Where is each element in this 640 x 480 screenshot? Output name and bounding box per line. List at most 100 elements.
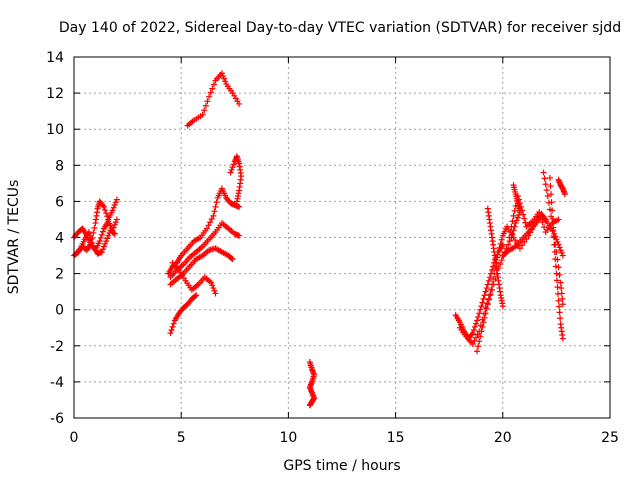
data-point — [489, 281, 496, 288]
data-point — [227, 169, 234, 176]
x-tick-label: 5 — [177, 430, 186, 446]
data-point — [557, 247, 564, 254]
data-point — [511, 207, 518, 214]
x-tick-label: 20 — [494, 430, 512, 446]
data-point — [539, 219, 546, 226]
series-arc-16 — [484, 205, 506, 310]
y-tick-label: -4 — [50, 375, 64, 391]
data-point — [552, 263, 559, 270]
data-point — [236, 100, 243, 107]
data-point — [485, 296, 492, 303]
data-point — [192, 293, 199, 300]
data-point — [486, 292, 493, 299]
y-tick-label: 6 — [55, 194, 64, 210]
data-point — [552, 256, 559, 263]
data-point — [486, 274, 493, 281]
data-point — [490, 276, 497, 283]
data-point — [473, 334, 479, 341]
data-point — [210, 212, 217, 219]
data-point — [110, 224, 117, 231]
data-point — [522, 219, 529, 226]
y-tick-label: 0 — [55, 303, 64, 319]
data-point — [112, 219, 119, 226]
data-point — [470, 327, 477, 334]
data-point — [549, 215, 556, 222]
data-point — [168, 327, 175, 334]
data-point — [540, 169, 547, 176]
data-point — [543, 187, 550, 194]
data-point — [499, 303, 506, 310]
y-axis-label: SDTVAR / TECUs — [6, 180, 22, 295]
series-arc-20 — [546, 174, 566, 342]
data-point — [210, 285, 217, 292]
y-tick-label: 4 — [55, 231, 64, 247]
series-arc-7 — [227, 153, 245, 205]
data-point — [476, 338, 483, 345]
data-point — [479, 323, 486, 330]
data-point — [101, 203, 108, 210]
data-point — [481, 292, 488, 299]
y-tick-label: 2 — [55, 267, 64, 283]
data-point — [167, 330, 174, 337]
data-point — [468, 331, 475, 338]
data-point — [193, 292, 200, 299]
data-point — [111, 221, 118, 228]
data-point — [482, 310, 489, 317]
data-point — [90, 229, 97, 236]
data-point — [86, 229, 93, 236]
data-point — [76, 246, 83, 253]
x-tick-label: 10 — [279, 430, 297, 446]
data-point — [110, 204, 117, 211]
data-point — [209, 85, 216, 92]
data-point — [471, 323, 478, 330]
data-point — [236, 203, 243, 210]
data-point — [236, 232, 243, 239]
data-point — [474, 317, 481, 324]
data-point — [218, 70, 225, 77]
data-point — [87, 232, 94, 239]
data-point — [516, 245, 523, 252]
data-point — [547, 183, 554, 190]
data-point — [101, 243, 108, 250]
data-point — [558, 285, 565, 292]
data-point — [555, 297, 562, 304]
data-point — [208, 279, 215, 286]
data-point — [561, 191, 568, 198]
data-point — [475, 343, 482, 350]
chart-title: Day 140 of 2022, Sidereal Day-to-day VTE… — [59, 20, 621, 36]
data-point — [201, 107, 208, 114]
data-point — [477, 333, 484, 340]
data-point — [541, 175, 548, 182]
y-tick-label: -6 — [50, 411, 64, 427]
data-point — [520, 211, 527, 218]
series-arc-10 — [169, 259, 219, 297]
data-point — [477, 306, 484, 313]
data-point — [98, 248, 105, 255]
data-point — [306, 402, 313, 409]
data-point — [205, 222, 212, 229]
data-point — [96, 238, 103, 245]
data-point — [485, 277, 492, 284]
data-point — [559, 295, 566, 302]
data-point — [98, 231, 105, 238]
data-layer — [71, 70, 568, 409]
data-point — [554, 284, 561, 291]
data-point — [207, 89, 214, 96]
data-point — [103, 210, 110, 217]
data-point — [513, 217, 520, 224]
series-arc-11 — [167, 292, 200, 337]
data-point — [536, 209, 543, 216]
data-point — [211, 287, 218, 294]
data-point — [497, 261, 504, 268]
data-point — [211, 208, 218, 215]
data-point — [556, 244, 563, 251]
data-point — [555, 264, 562, 271]
data-point — [506, 234, 513, 241]
data-point — [480, 319, 487, 326]
data-point — [474, 348, 481, 355]
data-point — [111, 202, 118, 209]
series-arc-6 — [218, 185, 243, 210]
data-point — [102, 206, 109, 213]
series-arc-4 — [184, 70, 243, 129]
